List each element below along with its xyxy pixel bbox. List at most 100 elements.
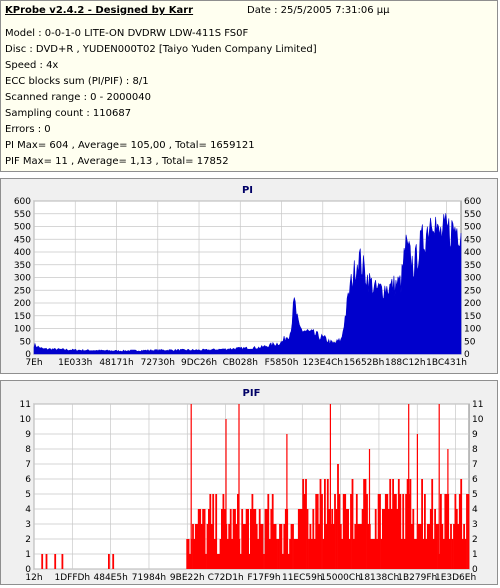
pif-bar bbox=[386, 494, 389, 569]
disc-line: Disc : DVD+R , YUDEN000T02 [Taiyo Yuden … bbox=[5, 44, 317, 55]
pif-bar bbox=[413, 539, 416, 569]
pif-bar bbox=[263, 554, 265, 569]
y-tick-label-right: 500 bbox=[464, 223, 481, 233]
pif-bar bbox=[348, 539, 351, 569]
y-tick-label: 0 bbox=[25, 565, 31, 575]
pif-chart-panel: PIF 0 0 1 1 2 2 3 3 4 4 5 5 6 6 7 7 8 8 9 9 10 10 11 11 12h 1DFFDh… bbox=[0, 380, 498, 585]
pif-bar bbox=[283, 524, 286, 569]
y-tick-label: 7 bbox=[25, 460, 31, 470]
pif-bar bbox=[376, 539, 378, 569]
pif-bar bbox=[380, 539, 383, 569]
pif-bar bbox=[194, 524, 197, 569]
pif-bar bbox=[442, 539, 445, 569]
pif-bar bbox=[335, 509, 338, 569]
pif-bar bbox=[351, 479, 354, 569]
y-tick-label: 500 bbox=[14, 223, 31, 233]
pif-bar bbox=[400, 539, 403, 569]
pif-summary-line: PIF Max= 11 , Average= 1,13 , Total= 178… bbox=[5, 156, 229, 167]
pif-bar bbox=[273, 524, 276, 569]
pif-bar bbox=[313, 539, 316, 569]
x-tick-label: 15000Ch bbox=[320, 573, 361, 583]
pif-bar bbox=[197, 509, 200, 569]
pif-bar bbox=[341, 539, 344, 569]
pif-bar bbox=[431, 479, 434, 569]
pif-bar bbox=[200, 524, 203, 569]
pif-spike bbox=[408, 404, 410, 569]
pif-bar bbox=[315, 494, 318, 569]
pif-bar bbox=[247, 509, 249, 569]
y-tick-label: 2 bbox=[25, 535, 31, 545]
pif-bar bbox=[261, 524, 264, 569]
pif-bar bbox=[61, 554, 64, 569]
pi-series-area bbox=[33, 213, 462, 355]
pif-bar bbox=[202, 509, 204, 569]
pif-bar bbox=[270, 509, 273, 569]
x-tick-label: 7Eh bbox=[25, 358, 42, 368]
y-tick-label: 350 bbox=[14, 261, 31, 271]
chart-title: PIF bbox=[243, 388, 261, 399]
pif-bar bbox=[252, 509, 255, 569]
pif-bar bbox=[235, 524, 238, 569]
pif-bar bbox=[292, 524, 294, 569]
pif-bar bbox=[268, 539, 271, 569]
pif-bar bbox=[228, 524, 231, 569]
y-tick-label: 3 bbox=[25, 520, 31, 530]
pif-bar bbox=[223, 509, 226, 569]
pif-bar bbox=[428, 524, 431, 569]
y-tick-label: 250 bbox=[14, 286, 31, 296]
x-tick-label: 188C12h bbox=[385, 358, 426, 368]
y-tick-label: 100 bbox=[14, 325, 31, 335]
pif-bar bbox=[324, 479, 326, 569]
pif-bar bbox=[255, 524, 258, 569]
pif-bar bbox=[206, 524, 209, 569]
sampling-line: Sampling count : 110687 bbox=[5, 108, 132, 119]
pif-bar bbox=[326, 479, 329, 569]
x-tick-label: 18138Ch bbox=[359, 573, 400, 583]
pif-bar bbox=[389, 479, 392, 569]
pif-bar bbox=[280, 524, 283, 569]
pif-bar bbox=[299, 509, 302, 569]
y-tick-label: 10 bbox=[20, 415, 32, 425]
x-tick-label: 1E3D6Eh bbox=[435, 573, 476, 583]
pif-bar bbox=[458, 494, 461, 569]
pif-bar bbox=[244, 524, 247, 569]
pif-bar bbox=[277, 539, 280, 569]
pif-bar bbox=[219, 539, 222, 569]
pif-bar bbox=[411, 524, 413, 569]
y-tick-label: 50 bbox=[20, 337, 32, 347]
y-tick-label-right: 150 bbox=[464, 312, 481, 322]
y-tick-label-right: 3 bbox=[472, 520, 478, 530]
pif-spike bbox=[447, 449, 449, 569]
pif-bar bbox=[308, 539, 310, 569]
pif-bar bbox=[254, 509, 257, 569]
pif-bar bbox=[281, 554, 284, 569]
pif-bar bbox=[379, 494, 381, 569]
pif-bar bbox=[239, 554, 242, 569]
pif-bar bbox=[432, 539, 435, 569]
y-tick-label-right: 9 bbox=[472, 430, 478, 440]
pi-chart-panel: PI 0 0 50 50 100 100 150 150 200 200 250 250 300 300 35… bbox=[0, 178, 498, 374]
pif-bar bbox=[429, 509, 432, 569]
pif-spike bbox=[190, 404, 192, 569]
pif-bar bbox=[383, 509, 386, 569]
y-tick-label-right: 5 bbox=[472, 490, 478, 500]
pif-bar bbox=[397, 479, 400, 569]
ecc-line: ECC blocks sum (PI/PIF) : 8/1 bbox=[5, 76, 149, 87]
y-tick-label: 6 bbox=[25, 475, 31, 485]
errors-line: Errors : 0 bbox=[5, 124, 51, 135]
pif-bar bbox=[412, 509, 415, 569]
pif-bar bbox=[396, 509, 399, 569]
pif-bar bbox=[319, 479, 322, 569]
y-tick-label: 600 bbox=[14, 197, 31, 207]
y-tick-label-right: 300 bbox=[464, 274, 481, 284]
y-tick-label-right: 0 bbox=[464, 350, 470, 360]
pif-bar bbox=[342, 494, 345, 569]
pif-bar bbox=[450, 524, 452, 569]
y-tick-label: 400 bbox=[14, 248, 31, 258]
pif-bar bbox=[222, 494, 225, 569]
pif-bar bbox=[357, 524, 360, 569]
pif-bar bbox=[208, 509, 210, 569]
y-tick-label: 5 bbox=[25, 490, 31, 500]
pif-bar bbox=[54, 554, 57, 569]
pif-bar bbox=[257, 539, 260, 569]
